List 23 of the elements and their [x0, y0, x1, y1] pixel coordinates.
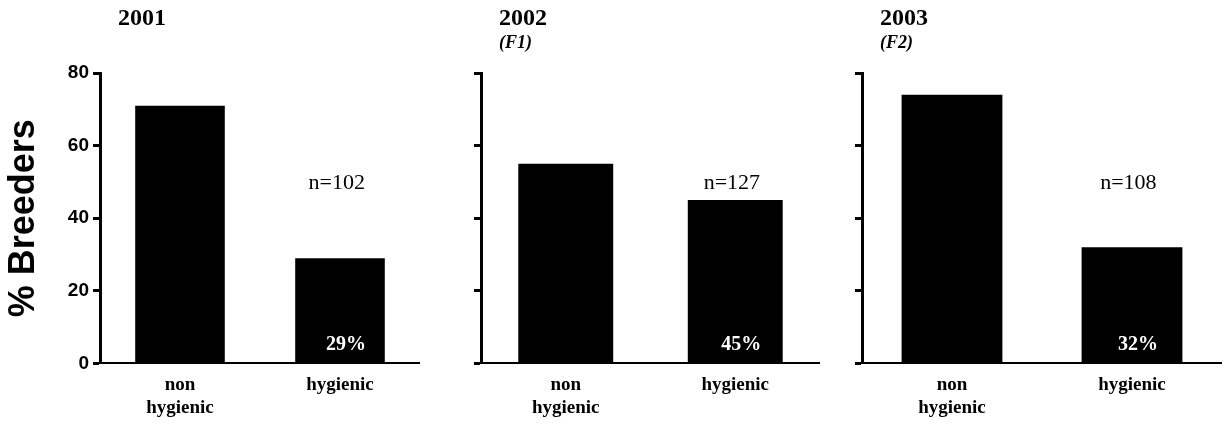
annotation: n=127 [703, 169, 761, 195]
y-tick-label: 60 [67, 133, 89, 155]
y-tick-label: 80 [67, 61, 89, 83]
chart-subtitle: (F1) [499, 32, 532, 53]
chart-title: 2001 [118, 4, 166, 31]
y-axis-title: % Breeders [0, 119, 42, 318]
x-tick-label: non hygienic [531, 372, 600, 417]
x-tick-label: non hygienic [146, 372, 214, 417]
data-label: 45% [721, 332, 762, 355]
y-tick-label: 0 [78, 351, 89, 373]
annotation: n=102 [308, 169, 366, 195]
x-tick-label: hygienic [701, 372, 770, 394]
x-tick-label: hygienic [1098, 372, 1166, 394]
x-tick-label: non hygienic [918, 372, 986, 417]
annotation: n=108 [1100, 169, 1157, 195]
data-label: 29% [326, 332, 366, 355]
x-tick-label: hygienic [306, 372, 374, 394]
chart-subtitle: (F2) [880, 32, 913, 53]
y-tick-label: 20 [67, 279, 89, 301]
chart-title: 2002 [499, 4, 547, 31]
chart-title: 2003 [880, 4, 928, 31]
y-tick-label: 40 [67, 206, 89, 228]
data-label: 32% [1118, 332, 1158, 355]
